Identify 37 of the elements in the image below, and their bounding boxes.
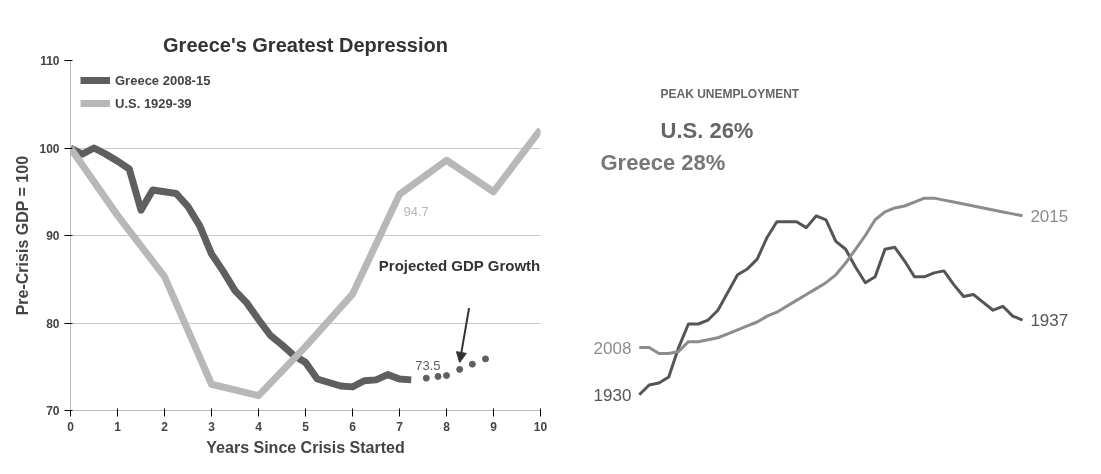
- text: PEAK UNEMPLOYMENT: [660, 86, 800, 101]
- x-tick-label: 6: [349, 419, 357, 434]
- x-tick-label: 5: [302, 419, 310, 434]
- x-tick-label: 4: [255, 419, 263, 434]
- text: 1930: [593, 385, 632, 405]
- point: [422, 374, 430, 382]
- x-tick-label: 3: [208, 419, 216, 434]
- data-label: 94.7: [403, 204, 429, 220]
- text: U.S. 26%: [660, 117, 754, 143]
- x-tick-label: 0: [67, 419, 75, 434]
- point: [434, 372, 442, 380]
- text: 1937: [1030, 311, 1069, 331]
- point: [468, 360, 476, 368]
- text: 2008: [593, 338, 632, 358]
- legend-label: U.S. 1929-39: [115, 95, 192, 111]
- point: [456, 365, 464, 373]
- y-tick-label: 110: [40, 54, 60, 68]
- y-tick-label: 90: [46, 229, 60, 243]
- point: [443, 372, 450, 379]
- x-tick-label: 7: [396, 419, 404, 434]
- chart-title: Greece's Greatest Depression: [163, 33, 448, 56]
- x-tick-label: 9: [490, 419, 498, 434]
- x-axis-title: Years Since Crisis Started: [206, 438, 405, 456]
- data-label: 73.5: [415, 357, 441, 373]
- y-tick-label: 70: [46, 404, 60, 418]
- text: 2015: [1030, 206, 1069, 226]
- y-axis-title: Pre-Crisis GDP = 100: [14, 155, 32, 316]
- annotation: Projected GDP Growth: [378, 257, 541, 275]
- legend-label: Greece 2008-15: [115, 72, 211, 88]
- point: [482, 355, 490, 363]
- x-tick-label: 1: [114, 419, 122, 434]
- y-tick-label: 100: [39, 141, 60, 156]
- x-tick-label: 2: [161, 419, 169, 434]
- text: Greece 28%: [600, 149, 726, 175]
- x-tick-label: 8: [443, 419, 451, 434]
- y-tick-label: 80: [46, 316, 60, 331]
- x-tick-label: 10: [533, 419, 548, 434]
